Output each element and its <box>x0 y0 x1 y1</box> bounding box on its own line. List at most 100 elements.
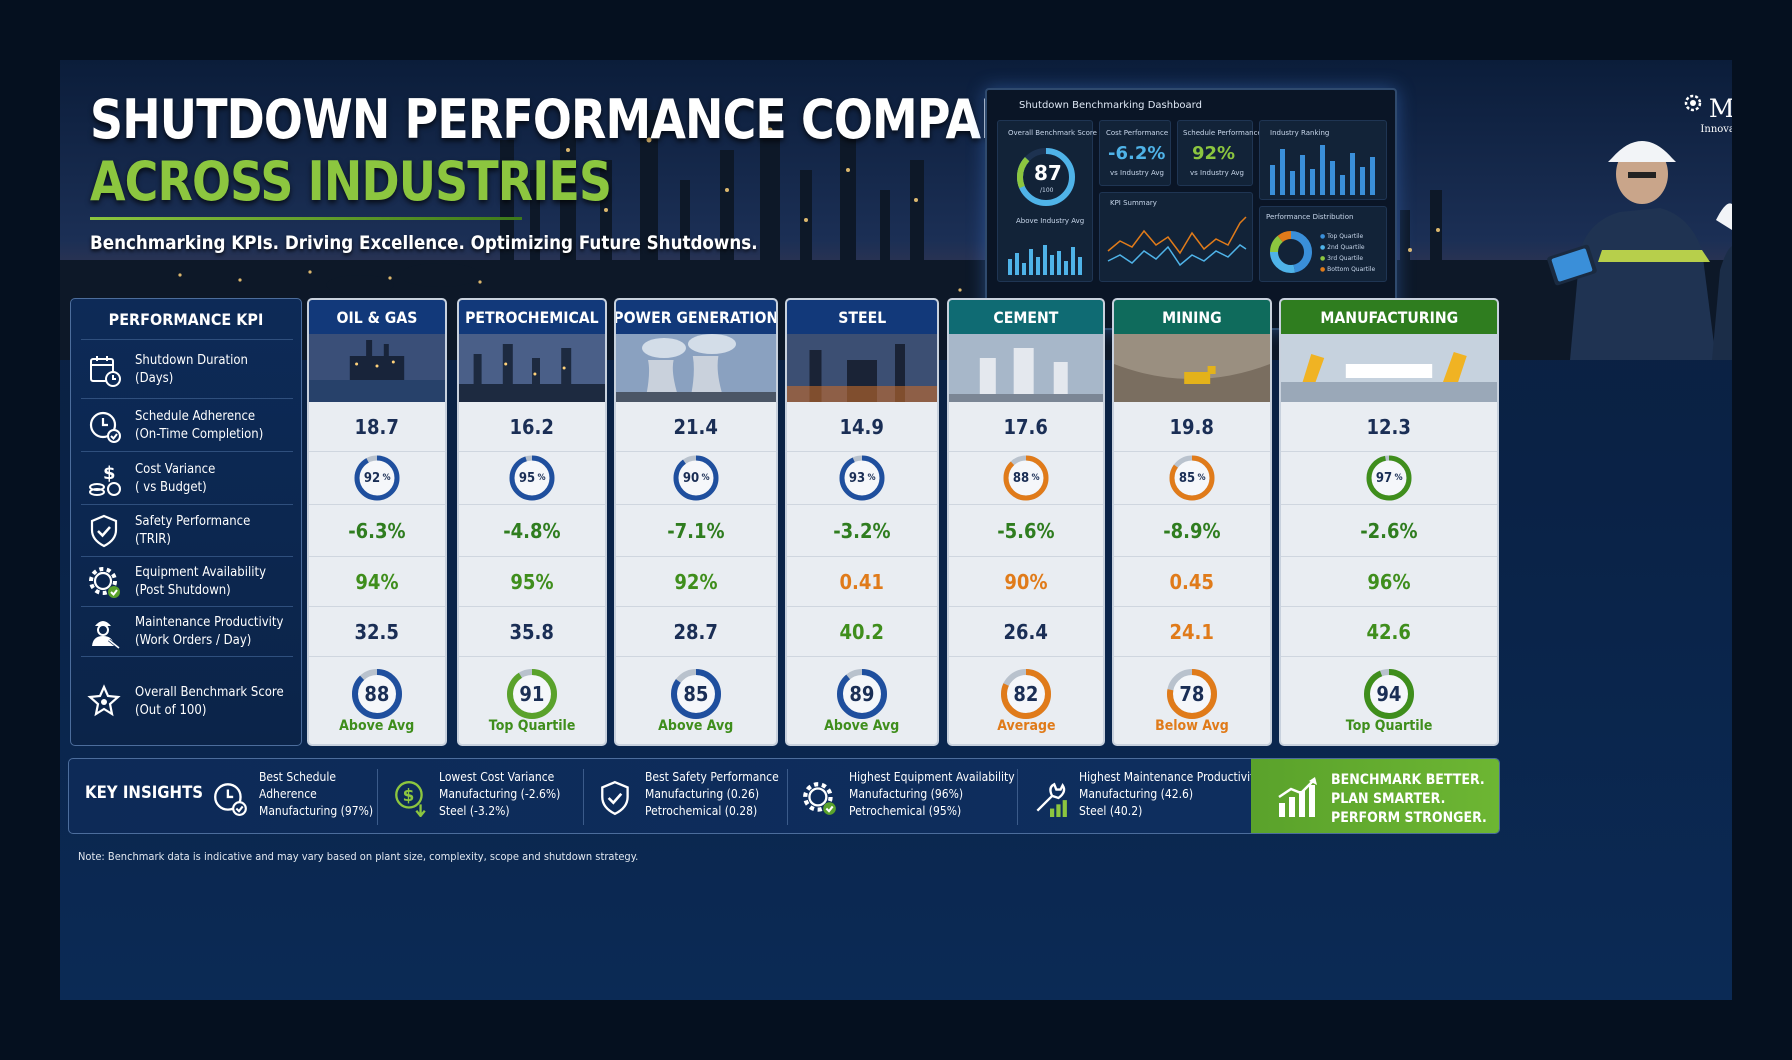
kpi-row: Equipment Availability (Post Shutdown) <box>81 556 293 606</box>
industry-column-manufacturing: MANUFACTURING 12.3 97% -2.6% 96% 42.6 94 Top … <box>1279 298 1499 746</box>
insight-text: Highest Maintenance Productivity Manufact… <box>1079 770 1261 818</box>
cost-variance-value: -7.1% <box>616 504 776 556</box>
cost-performance-caption: vs Industry Avg <box>1110 169 1164 177</box>
industry-photo <box>1114 334 1270 402</box>
industry-column-power-generation: POWER GENERATION 21.4 90% -7.1% 92% 28.7 85 A… <box>614 298 778 746</box>
overall-score-caption: Above Industry Avg <box>1016 217 1085 225</box>
cost-performance-value: -6.2% <box>1108 143 1166 164</box>
key-insights-title: KEY INSIGHTS <box>85 783 204 803</box>
wrench-bars-icon <box>1031 779 1069 817</box>
safety-performance-value: 96% <box>1281 556 1497 606</box>
shutdown-duration-value: 21.4 <box>673 414 719 439</box>
insight-text: Lowest Cost Variance Manufacturing (-2.6%… <box>439 770 561 818</box>
dashboard-title: Shutdown Benchmarking Dashboard <box>1019 100 1202 111</box>
benchmark-verdict: Below Avg <box>1155 718 1229 734</box>
overall-score-gauge: 85 <box>616 656 776 744</box>
overall-score-gauge <box>1017 148 1075 206</box>
svg-text:$: $ <box>103 463 116 484</box>
insight-divider <box>377 769 378 825</box>
svg-text:$: $ <box>403 785 415 805</box>
industry-column-oil-gas: OIL & GAS 18.7 92% -6.3% 94% 32.5 88 Above Av… <box>307 298 447 746</box>
industry-column-cement: CEMENT 17.6 88% -5.6% 90% 26.4 82 Average <box>947 298 1105 746</box>
schedule-adherence-gauge: 85% <box>1114 451 1270 504</box>
shutdown-duration-value: 12.3 <box>1366 414 1412 439</box>
insight-divider <box>1017 769 1018 825</box>
insight-text: Best Safety Performance Manufacturing (0.… <box>645 770 779 818</box>
worker-wrench-icon <box>87 614 123 650</box>
shutdown-duration-value: 18.7 <box>354 414 400 439</box>
maintenance-productivity-value: 24.1 <box>1114 606 1270 656</box>
kpi-row-label: Overall Benchmark Score (Out of 100) <box>135 685 284 718</box>
insight-text: Best Schedule Adherence Manufacturing (97%… <box>259 770 374 818</box>
logo-name: MaintWiz <box>1708 94 1732 123</box>
benchmark-verdict: Above Avg <box>339 718 415 734</box>
engineers-with-tablet-image <box>1547 141 1732 360</box>
kpi-row: Schedule Adherence (On-Time Completion) <box>81 398 293 451</box>
star-badge-icon <box>87 684 123 720</box>
maintenance-productivity-value: 40.2 <box>787 606 937 656</box>
kpi-row-label: Cost Variance( vs Budget) <box>135 461 216 495</box>
insight-divider <box>583 769 584 825</box>
shutdown-duration-value: 14.9 <box>839 414 885 439</box>
schedule-adherence-gauge: 93% <box>787 451 937 504</box>
dollar-coins-icon: $ <box>87 461 123 497</box>
growth-chart-icon <box>1278 777 1317 817</box>
schedule-performance-card: Schedule Performance 92% vs Industry Avg <box>1177 120 1262 186</box>
maintenance-productivity-value: 32.5 <box>309 606 445 656</box>
industry-header: MANUFACTURING <box>1281 300 1497 334</box>
dollar-down-icon: $ <box>391 779 429 818</box>
industry-ranking-card: Industry Ranking <box>1259 120 1387 200</box>
maintenance-productivity-value: 26.4 <box>949 606 1103 656</box>
kpi-summary-line-chart <box>1107 216 1247 267</box>
industry-header: OIL & GAS <box>309 300 445 334</box>
safety-performance-value: 0.41 <box>787 556 937 606</box>
clock-check-icon <box>87 408 123 444</box>
gear-check-icon <box>801 779 839 817</box>
safety-performance-value: 92% <box>616 556 776 606</box>
maintenance-productivity-value: 28.7 <box>616 606 776 656</box>
industry-photo <box>459 334 605 402</box>
industry-header: STEEL <box>787 300 937 334</box>
shutdown-duration-value: 19.8 <box>1169 414 1215 439</box>
benchmark-verdict: Above Avg <box>824 718 900 734</box>
industry-header: CEMENT <box>949 300 1103 334</box>
overall-score-gauge: 88 <box>309 656 445 744</box>
schedule-adherence-gauge: 92% <box>309 451 445 504</box>
schedule-performance-label: Schedule Performance <box>1183 129 1262 137</box>
benchmark-verdict: Average <box>996 718 1056 734</box>
maintwiz-logo: MaintWiz Innovating Industrial AI <box>1682 90 1732 142</box>
schedule-adherence-gauge: 90% <box>616 451 776 504</box>
industry-column-steel: STEEL 14.9 93% -3.2% 0.41 40.2 89 Above Avg <box>785 298 939 746</box>
schedule-performance-value: 92% <box>1192 143 1236 164</box>
kpi-row: Shutdown Duration (Days) <box>81 339 293 398</box>
logo-gear-icon <box>1684 94 1702 112</box>
overall-score-denominator: /100 <box>1040 187 1054 194</box>
cost-variance-value: -6.3% <box>309 504 445 556</box>
overall-score-gauge: 91 <box>459 656 605 744</box>
benchmark-dashboard-screen: Shutdown Benchmarking Dashboard Overall … <box>985 88 1397 330</box>
cost-variance-value: -4.8% <box>459 504 605 556</box>
page-title-line1: SHUTDOWN PERFORMANCE COMPARISON <box>90 88 1140 151</box>
performance-distribution-label: Performance Distribution <box>1266 213 1354 221</box>
benchmark-disclaimer-note: Note: Benchmark data is indicative and m… <box>78 850 639 863</box>
overall-score-value: 87 <box>1034 161 1062 185</box>
safety-performance-value: 95% <box>459 556 605 606</box>
kpi-row-label: Schedule Adherence (On-Time Completion) <box>135 408 264 442</box>
schedule-adherence-gauge: 88% <box>949 451 1103 504</box>
overall-score-gauge: 94 <box>1281 656 1497 744</box>
kpi-row-label: Shutdown Duration (Days) <box>135 352 248 386</box>
insight-text: Highest Equipment Availability Manufactur… <box>849 770 1015 818</box>
industry-photo <box>616 334 776 402</box>
cost-performance-card: Cost Performance -6.2% vs Industry Avg <box>1099 120 1171 186</box>
kpi-row-label: Maintenance Productivity (Work Orders / D… <box>135 615 284 648</box>
cost-variance-value: -2.6% <box>1281 504 1497 556</box>
kpi-row-label: Equipment Availability (Post Shutdown) <box>135 565 267 598</box>
maintenance-productivity-value: 42.6 <box>1281 606 1497 656</box>
kpi-row: Maintenance Productivity (Work Orders / D… <box>81 606 293 656</box>
clock-check-icon <box>211 779 249 817</box>
kpi-summary-label: KPI Summary <box>1110 199 1157 207</box>
safety-performance-value: 0.45 <box>1114 556 1270 606</box>
schedule-performance-caption: vs Industry Avg <box>1190 169 1244 177</box>
overall-score-card: Overall Benchmark Score 87 /100 Above In… <box>997 120 1097 282</box>
cost-variance-value: -8.9% <box>1114 504 1270 556</box>
